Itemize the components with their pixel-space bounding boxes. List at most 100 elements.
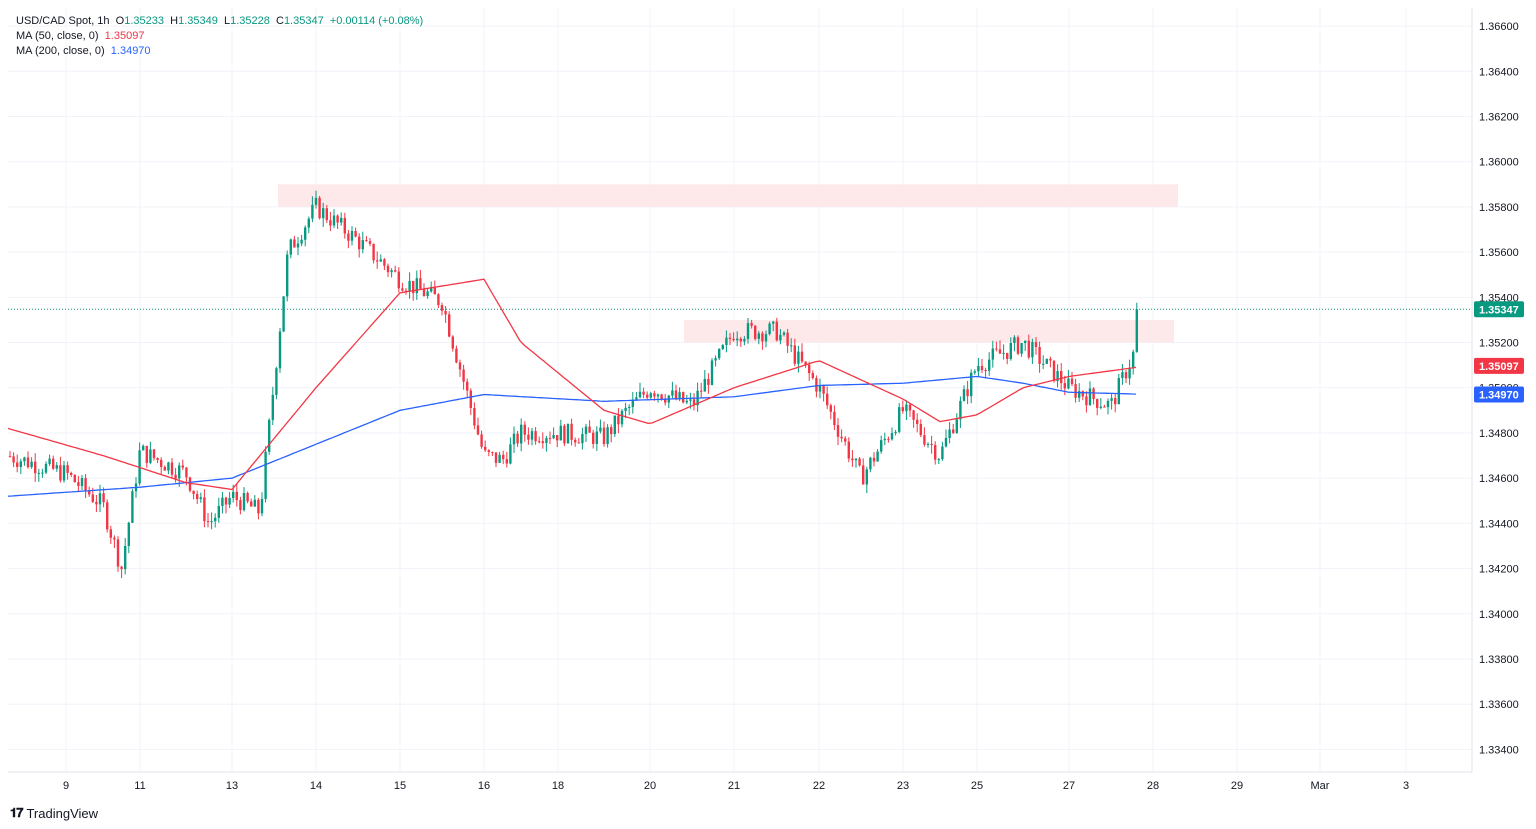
candle [300,234,303,247]
candle [995,341,998,352]
candle [707,373,710,394]
candle [970,369,973,404]
ma50-value: 1.35097 [104,30,145,42]
price-tags: 1.35347 1.35097 1.34970 [1474,301,1524,403]
candle [37,468,40,482]
candle [642,387,645,399]
candle [268,418,271,455]
candle [48,454,51,467]
candle [224,496,228,514]
candle [584,423,588,443]
candle [1135,302,1138,353]
candle [966,380,969,405]
candle [923,427,926,447]
candle [394,265,397,273]
candle [613,415,616,437]
candle [336,214,339,230]
candle [210,512,213,530]
x-tick-label: 18 [552,780,564,792]
candle [973,369,976,375]
y-tick-label: 1.35600 [1479,247,1519,259]
candle [872,452,876,467]
candle [599,419,602,434]
candle [617,408,620,434]
candle [944,429,948,448]
candle [523,421,526,442]
candle [1067,369,1070,390]
candle [196,490,199,504]
candle [570,418,573,446]
candle [811,370,814,380]
candle [124,538,127,575]
candle [959,396,962,429]
y-tick-label: 1.36200 [1479,111,1519,123]
candle [109,525,112,544]
candle [214,513,217,528]
svg-text:1.35347: 1.35347 [1479,304,1519,316]
candle [502,450,505,465]
candle [725,330,728,353]
legend-ma200-row[interactable]: MA (200, close, 0) 1.34970 [16,44,423,59]
y-tick-label: 1.34800 [1479,428,1519,440]
candle [559,419,562,441]
ma200-line [7,375,1137,497]
candle [304,225,307,247]
candle [95,494,98,513]
candle [700,382,703,399]
candle [790,338,793,353]
x-tick-label: 22 [813,780,825,792]
x-tick-label: 3 [1403,780,1409,792]
svg-text:1.34970: 1.34970 [1479,390,1519,402]
time-axis[interactable]: 9 11 13 14 15 16 18 20 21 22 23 25 27 28 29 Mar 3 [63,780,1409,792]
candle [948,421,951,444]
ma50-line [7,278,1137,491]
candle [541,432,544,449]
candle [1016,335,1020,356]
candle [782,331,786,337]
candle [149,441,152,465]
candle [808,361,811,381]
candle [397,267,400,293]
candle [962,385,966,402]
candle [221,491,224,514]
candle [620,409,624,428]
candle [462,364,465,390]
candle [1002,344,1005,360]
candle [142,444,145,451]
candle [818,378,822,399]
candle [390,268,393,278]
candle [786,328,789,354]
legend-ma50-row[interactable]: MA (50, close, 0) 1.35097 [16,29,423,44]
candle [631,392,634,414]
candle [912,409,915,428]
x-tick-label: 27 [1063,780,1075,792]
candle [1132,349,1135,375]
candle [440,302,444,316]
y-tick-label: 1.36000 [1479,157,1519,169]
candle [1074,378,1077,403]
candle [883,432,886,446]
candle [160,457,163,475]
candle [937,457,940,465]
candle [116,536,120,572]
y-tick-label: 1.35800 [1479,202,1519,214]
candle [343,212,346,239]
resistance-zones [278,184,1178,343]
tradingview-logo-icon: 𝟏𝟕 [10,805,24,820]
candle [307,216,310,234]
candle [484,440,487,452]
candle [466,378,469,398]
candle [919,419,922,438]
candle [242,487,246,512]
candle [386,263,390,277]
candle [260,492,264,517]
candle [73,474,76,483]
candle [512,426,516,453]
tradingview-logo[interactable]: 𝟏𝟕 TradingView [10,805,98,821]
candle [581,427,584,450]
candle [1092,387,1095,405]
candle [656,393,660,403]
candle [732,332,735,342]
high-value: 1.35349 [178,15,218,27]
